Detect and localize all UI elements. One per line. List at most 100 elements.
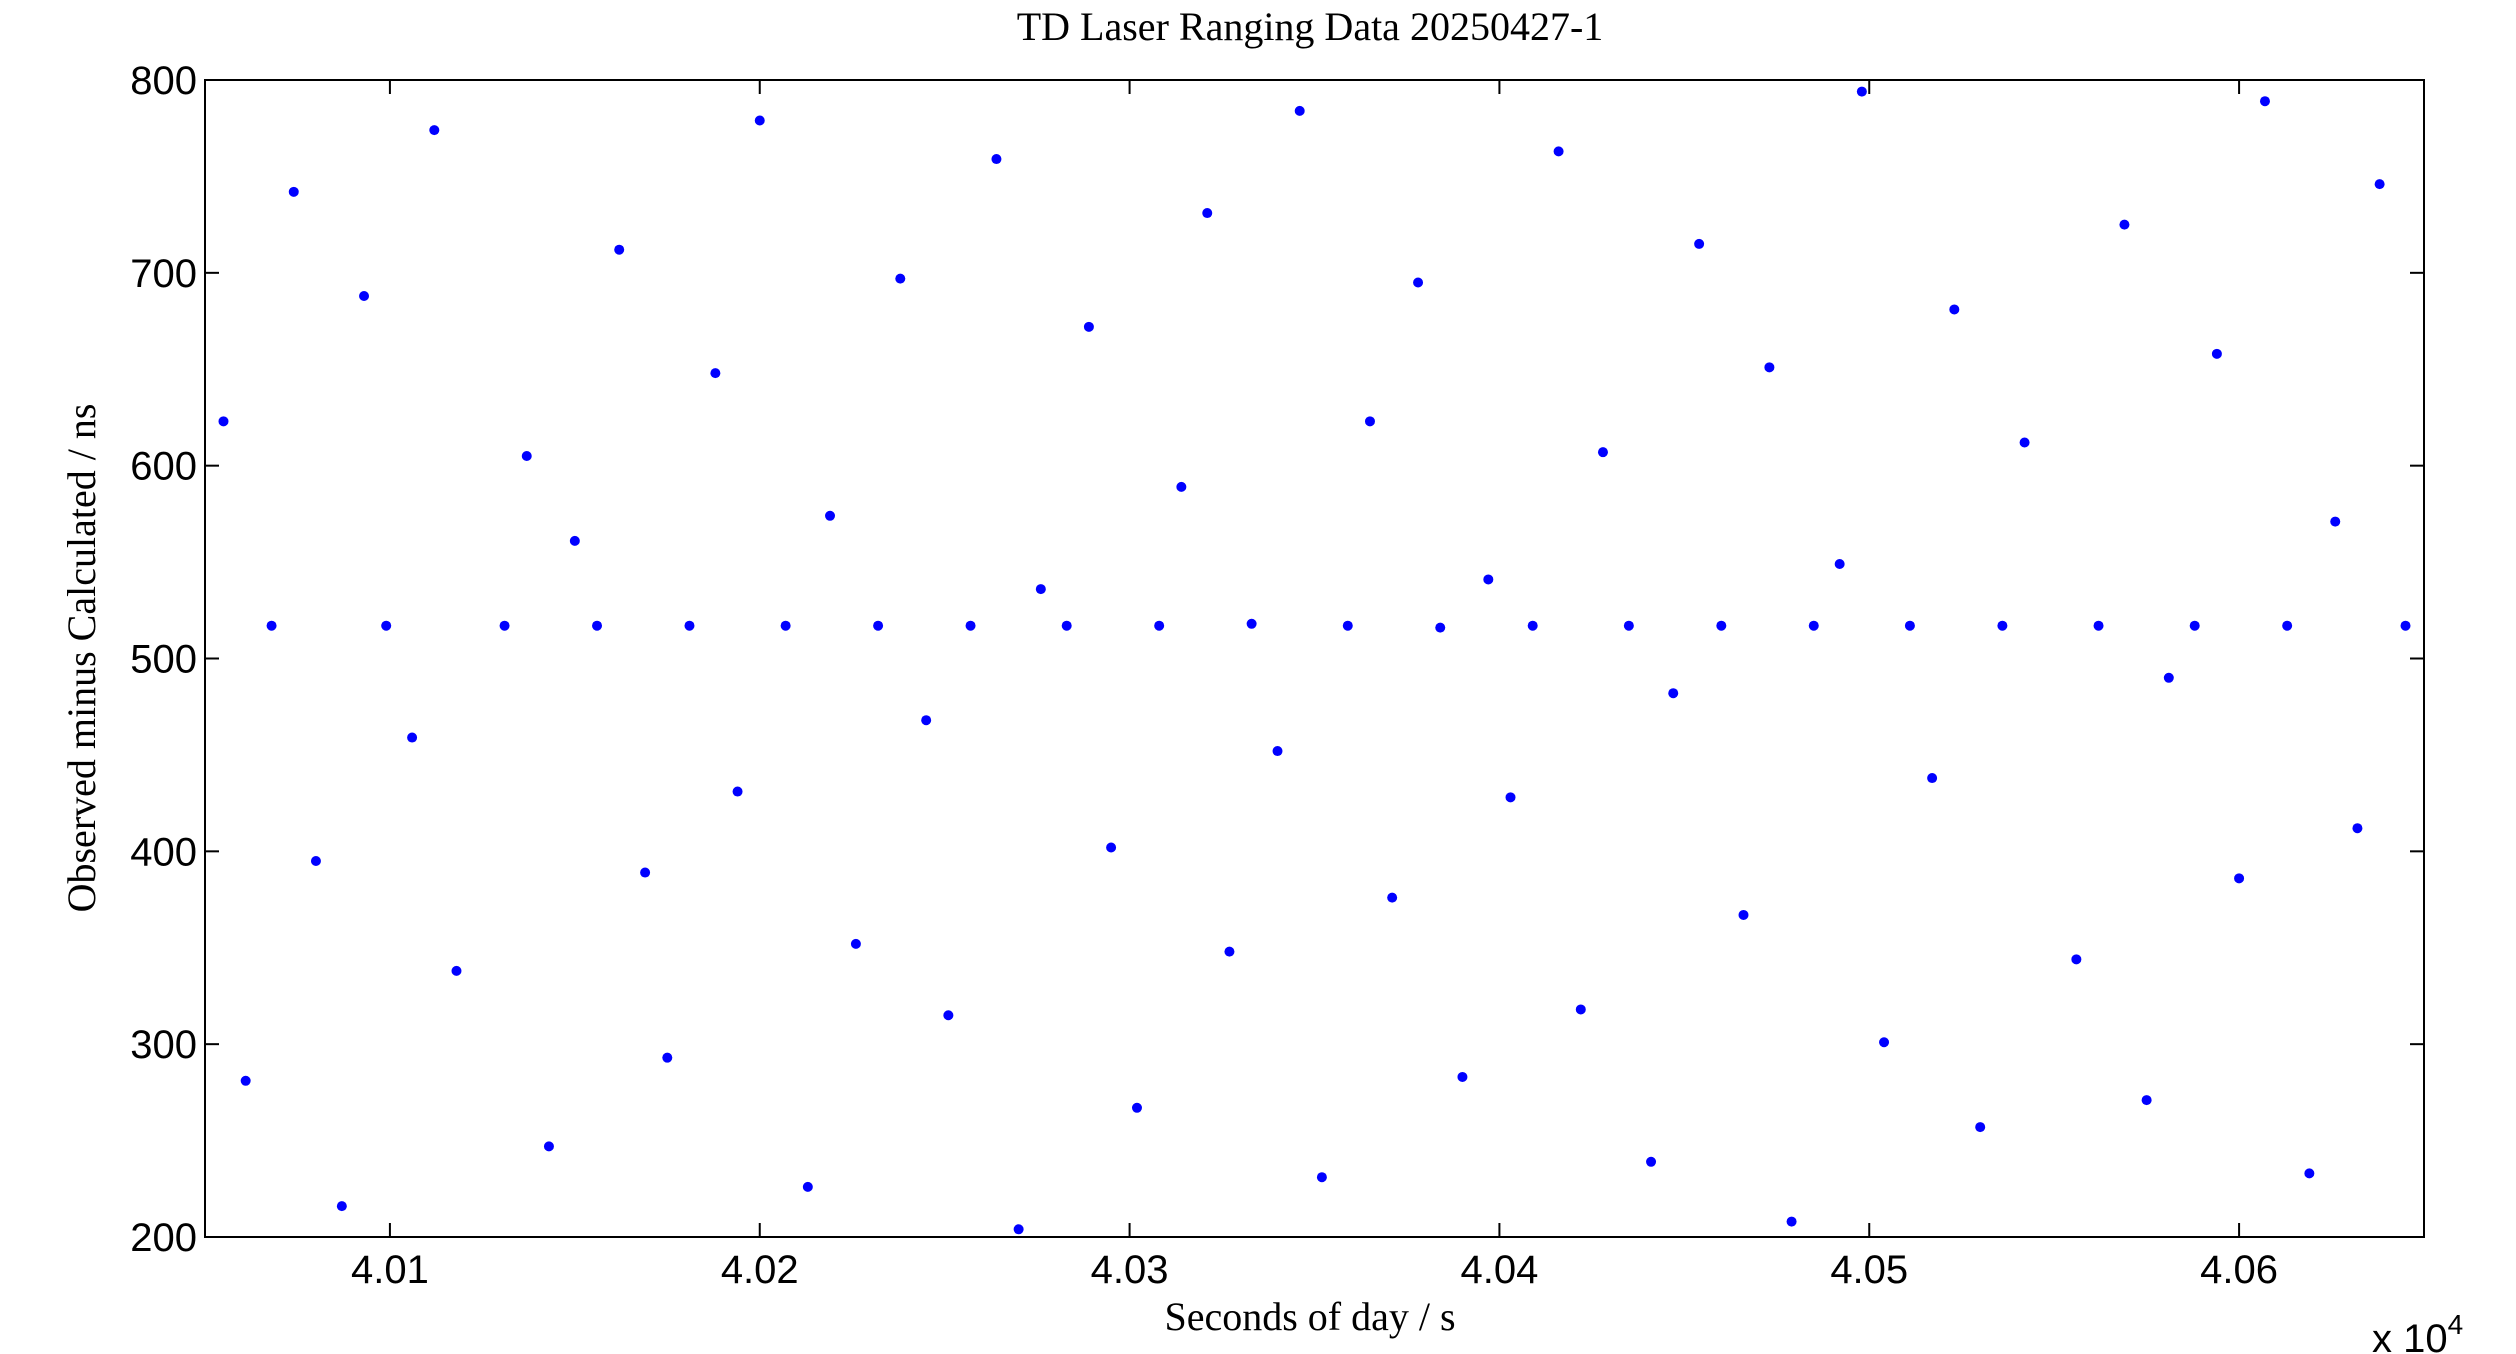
point (1364, 416, 1375, 427)
x-multiplier: x 104 (2372, 1309, 2463, 1354)
point (240, 1075, 251, 1086)
point (2304, 1168, 2315, 1179)
y-tick-label: 400 (130, 830, 197, 874)
point (1553, 146, 1564, 157)
point (754, 115, 765, 126)
point (1856, 86, 1867, 97)
point (1294, 105, 1305, 116)
multiplier-exponent: 4 (2448, 1309, 2464, 1340)
point (1808, 620, 1819, 631)
multiplier-base: x 10 (2372, 1317, 2448, 1354)
point (592, 620, 603, 631)
point (802, 1181, 813, 1192)
point (1904, 620, 1915, 631)
point (1342, 620, 1353, 631)
point (569, 535, 580, 546)
x-tick-label: 4.05 (1830, 1248, 1908, 1292)
point (1061, 620, 1072, 631)
point (614, 244, 625, 255)
point (1435, 622, 1446, 633)
point (2211, 348, 2222, 359)
point (2400, 620, 2411, 631)
point (288, 186, 299, 197)
point (1387, 892, 1398, 903)
point (2234, 873, 2245, 884)
point (684, 620, 695, 631)
point (1668, 688, 1679, 699)
point (2330, 516, 2341, 527)
point (266, 620, 277, 631)
y-tick-label: 700 (130, 252, 197, 296)
point (2019, 437, 2030, 448)
point (640, 867, 651, 878)
point (1575, 1004, 1586, 1015)
point (1035, 584, 1046, 595)
y-tick-label: 600 (130, 445, 197, 489)
point (2163, 672, 2174, 683)
point (1154, 620, 1165, 631)
point (1457, 1071, 1468, 1082)
point (921, 715, 932, 726)
point (521, 451, 532, 462)
point (1927, 773, 1938, 784)
point (1949, 304, 1960, 315)
point (2119, 219, 2130, 230)
point (1597, 447, 1608, 458)
point (1413, 277, 1424, 288)
point (1176, 481, 1187, 492)
point (2189, 620, 2200, 631)
point (1316, 1172, 1327, 1183)
point (451, 965, 462, 976)
point (1527, 620, 1538, 631)
point (381, 620, 392, 631)
y-tick-label: 300 (130, 1023, 197, 1067)
x-axis-label: Seconds of day / s (1164, 1294, 1455, 1339)
x-tick-label: 4.06 (2200, 1248, 2278, 1292)
point (1716, 620, 1727, 631)
point (1879, 1037, 1890, 1048)
point (2352, 823, 2363, 834)
point (2374, 179, 2385, 190)
point (662, 1052, 673, 1063)
y-tick-label: 200 (130, 1216, 197, 1260)
point (336, 1201, 347, 1212)
point (1272, 746, 1283, 757)
point (2141, 1095, 2152, 1106)
point (732, 786, 743, 797)
point (1013, 1224, 1024, 1235)
point (1246, 618, 1257, 629)
point (1224, 946, 1235, 957)
point (1083, 321, 1094, 332)
point (991, 154, 1002, 165)
point (1975, 1122, 1986, 1133)
point (310, 855, 321, 866)
x-tick-label: 4.04 (1460, 1248, 1538, 1292)
point (407, 732, 418, 743)
point (943, 1010, 954, 1021)
point (825, 510, 836, 521)
point (2071, 954, 2082, 965)
point (1786, 1216, 1797, 1227)
point (710, 368, 721, 379)
x-tick-label: 4.03 (1091, 1248, 1169, 1292)
point (2282, 620, 2293, 631)
point (850, 938, 861, 949)
y-tick-label: 500 (130, 638, 197, 682)
point (543, 1141, 554, 1152)
point (1623, 620, 1634, 631)
point (359, 290, 370, 301)
point (780, 620, 791, 631)
chart-title: TD Laser Ranging Data 20250427-1 (1017, 4, 1604, 49)
point (1694, 238, 1705, 249)
point (1764, 362, 1775, 373)
point (2259, 96, 2270, 107)
y-tick-label: 800 (130, 59, 197, 103)
point (1131, 1102, 1142, 1113)
point (1106, 842, 1117, 853)
point (429, 125, 440, 136)
x-tick-label: 4.02 (721, 1248, 799, 1292)
point (1483, 574, 1494, 585)
point (499, 620, 510, 631)
